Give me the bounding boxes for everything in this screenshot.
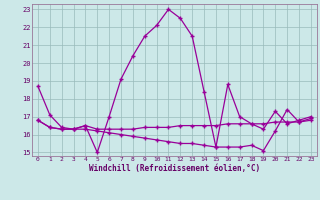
X-axis label: Windchill (Refroidissement éolien,°C): Windchill (Refroidissement éolien,°C): [89, 164, 260, 173]
